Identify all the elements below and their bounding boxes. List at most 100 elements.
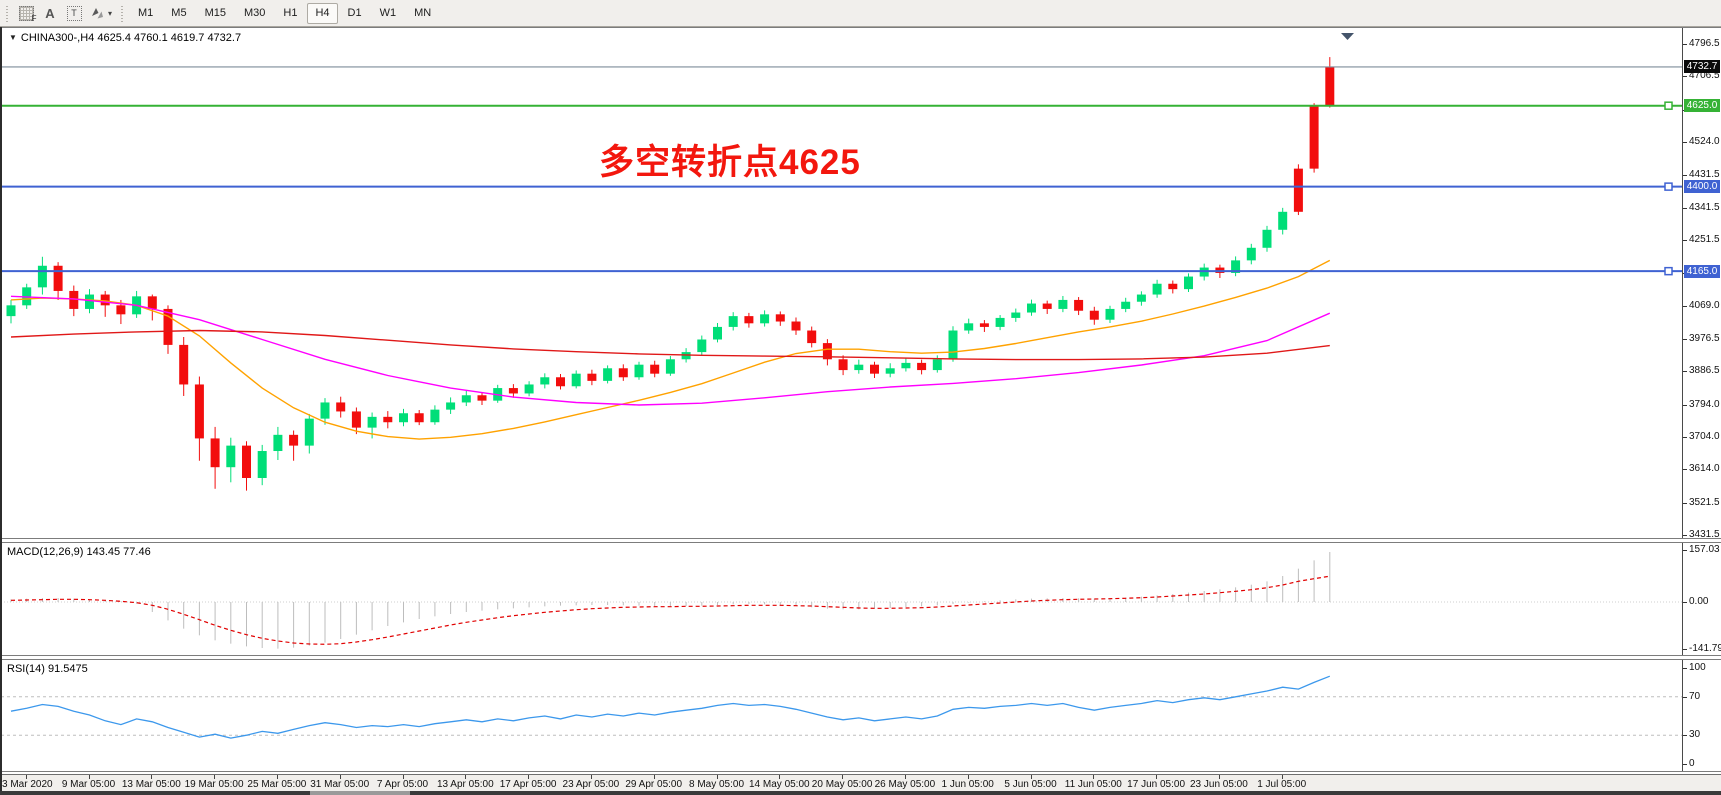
axis-tick [1683, 436, 1687, 438]
timeframe-button-w1[interactable]: W1 [379, 6, 397, 19]
time-axis-tick [339, 775, 341, 779]
dropdown-caret-icon: ▾ [108, 8, 113, 18]
text-label-t-icon: T [66, 5, 82, 21]
collapse-triangle-icon[interactable]: ▼ [9, 33, 17, 42]
axis-tick-label: 0.00 [1689, 596, 1709, 607]
ma-mid-magenta [10, 295, 1331, 406]
axis-tick-label: 70 [1689, 690, 1701, 702]
rsi-axis[interactable]: 100 70 30 0 [1682, 660, 1721, 771]
axis-tick [1683, 338, 1687, 340]
main-chart-panel: 4796.54706.54614.04524.04431.54341.54251… [0, 27, 1721, 540]
macd-label: MACD(12,26,9) 143.45 77.46 [7, 546, 151, 558]
time-axis-label: 14 May 05:00 [748, 779, 810, 790]
time-axis-tick [151, 775, 153, 779]
time-axis[interactable]: 3 Mar 2020 9 Mar 05:00 13 Mar 05:00 19 Mar … [0, 774, 1721, 792]
time-axis-tick [1281, 775, 1283, 779]
price-axis[interactable]: 4796.54706.54614.04524.04431.54341.54251… [1682, 28, 1721, 540]
axis-tick [1683, 602, 1687, 603]
time-axis-tick [779, 775, 781, 779]
main-chart-plot[interactable] [1, 28, 1682, 538]
time-axis-tick [842, 775, 844, 779]
axis-tick [1683, 649, 1687, 651]
arrows-tool-button[interactable]: ▾ [86, 2, 115, 24]
time-axis-tick [653, 775, 655, 779]
time-axis-label: 17 Jun 05:00 [1127, 779, 1186, 790]
bottom-scrollbar[interactable] [0, 791, 1721, 795]
time-axis-tick [25, 775, 27, 779]
toolbar-grip[interactable] [4, 4, 10, 22]
time-axis-label: 31 Mar 05:00 [310, 779, 370, 790]
time-axis-tick [1218, 775, 1220, 779]
timeframe-button-m15[interactable]: M15 [204, 6, 226, 19]
axis-tick-label: 100 [1689, 662, 1706, 673]
axis-tick-label: 3521.5 [1689, 496, 1720, 508]
macd-signal-line [10, 575, 1330, 645]
arrows-icon [92, 8, 103, 19]
price-level-badge: 4732.7 [1684, 60, 1720, 74]
axis-tick-label: 4524.0 [1689, 136, 1720, 148]
text-tool-button[interactable]: A [38, 2, 62, 24]
axis-tick-label: 157.03 [1689, 543, 1720, 555]
axis-tick-label: 3431.5 [1689, 529, 1720, 540]
rsi-label: RSI(14) 91.5475 [7, 663, 88, 675]
time-axis-label: 7 Apr 05:00 [376, 779, 429, 790]
axis-tick [1683, 371, 1687, 373]
time-axis-label: 17 Apr 05:00 [499, 779, 557, 790]
time-axis-label: 8 May 05:00 [688, 779, 745, 790]
scrollbar-thumb[interactable] [310, 791, 410, 795]
timeframe-button-h1[interactable]: H1 [283, 6, 298, 19]
chart-header-text: CHINA300-,H4 4625.4 4760.1 4619.7 4732.7 [20, 32, 242, 44]
time-axis-label: 23 Apr 05:00 [562, 779, 620, 790]
axis-tick [1683, 502, 1687, 504]
axis-tick-label: -141.79 [1689, 643, 1721, 655]
time-axis-label: 26 May 05:00 [874, 779, 936, 790]
level-handle[interactable] [1664, 182, 1673, 191]
time-axis-label: 13 Mar 05:00 [121, 779, 181, 790]
time-axis-tick [528, 775, 530, 779]
toolbar-grip[interactable] [119, 4, 126, 22]
objects-grid-tool-button[interactable]: F [14, 2, 38, 24]
rsi-line [10, 675, 1331, 739]
axis-tick [1683, 305, 1687, 307]
time-axis-tick [214, 775, 216, 779]
axis-tick [1683, 76, 1687, 78]
timeframe-button-m1[interactable]: M1 [138, 6, 154, 19]
time-axis-label: 25 Mar 05:00 [247, 779, 307, 790]
level-handle[interactable] [1664, 101, 1673, 110]
timeframe-button-m30[interactable]: M30 [243, 6, 266, 19]
candlesticks [6, 57, 1335, 491]
axis-tick-label: 3976.5 [1689, 332, 1720, 344]
macd-histogram [10, 552, 1331, 649]
price-level-badge: 4400.0 [1684, 180, 1720, 194]
timeframe-button-mn[interactable]: MN [414, 6, 432, 19]
price-level-badge: 4165.0 [1684, 264, 1720, 278]
time-axis-label: 1 Jul 05:00 [1257, 779, 1307, 790]
axis-tick-label: 30 [1689, 729, 1701, 741]
chart-shift-marker-icon[interactable] [1341, 33, 1354, 40]
time-axis-label: 20 May 05:00 [811, 779, 873, 790]
axis-tick-label: 4251.5 [1689, 234, 1720, 246]
time-axis-tick [402, 775, 404, 779]
macd-axis[interactable]: 157.03 0.00 -141.79 [1682, 543, 1721, 655]
timeframe-button-d1[interactable]: D1 [347, 6, 362, 19]
annotation-text: 多空转折点4625 [599, 143, 861, 182]
macd-plot[interactable] [1, 543, 1682, 655]
axis-tick-label: 3886.5 [1689, 365, 1720, 377]
axis-tick-label: 4706.5 [1689, 70, 1720, 82]
timeframe-button-m5[interactable]: M5 [171, 6, 187, 19]
time-axis-label: 19 Mar 05:00 [184, 779, 244, 790]
time-axis-label: 23 Jun 05:00 [1189, 779, 1248, 790]
axis-tick [1683, 175, 1687, 177]
rsi-plot[interactable] [1, 660, 1682, 771]
objects-grid-f-icon: F [18, 5, 37, 23]
text-label-tool-button[interactable]: T [62, 2, 86, 24]
axis-tick-label: 3794.0 [1689, 398, 1720, 410]
timeframe-button-h4[interactable]: H4 [307, 2, 338, 24]
axis-tick-label: 4431.5 [1689, 169, 1720, 181]
time-axis-label: 9 Mar 05:00 [61, 779, 116, 790]
axis-tick [1683, 549, 1687, 551]
time-axis-tick [88, 775, 90, 779]
ma-slow-red [10, 329, 1330, 361]
level-handle[interactable] [1664, 266, 1673, 276]
